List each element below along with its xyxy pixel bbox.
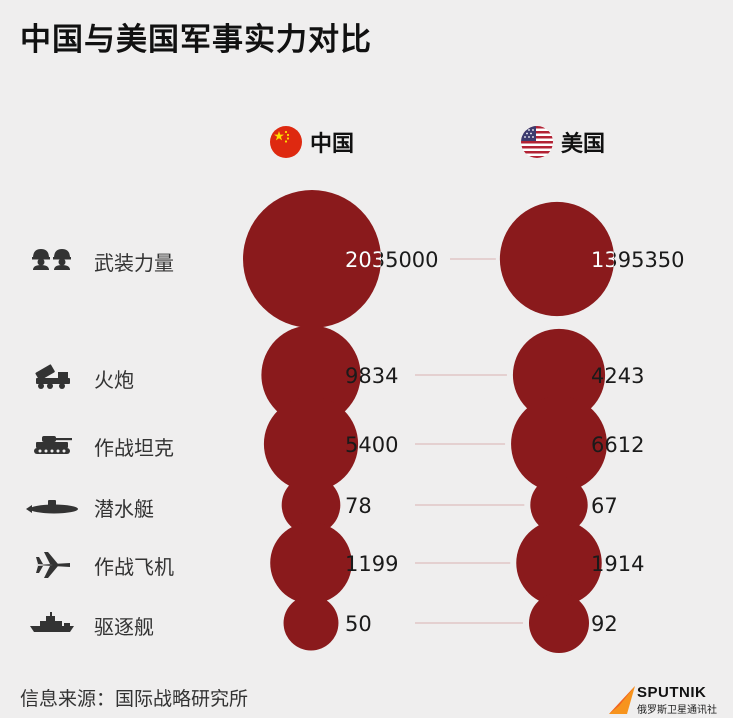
value-label: 1199 [345,552,398,576]
category-label: 火炮 [94,368,134,392]
value-label: 6612 [591,433,644,457]
value-label: 9834 [345,364,398,388]
value-label: 5400 [345,433,398,457]
bubble-china [261,325,361,425]
bubble-usa [512,328,606,422]
bubble-china [283,595,339,651]
column-header-china: 中国 [270,124,354,160]
bubble-usa [516,520,602,606]
bubble-china [243,190,381,328]
fighter-jet-icon [36,552,70,578]
value-label: 67 [591,494,618,518]
bubble-china [281,475,341,535]
chart-title: 中国与美国军事实力对比 [20,22,372,58]
category-label: 驱逐舰 [94,615,154,639]
submarine-icon [26,500,78,514]
category-label: 作战坦克 [94,436,174,460]
bubble-usa [511,396,607,492]
artillery-icon [35,364,70,389]
category-label: 潜水艇 [94,497,154,521]
soldiers-icon [32,249,71,270]
value-label-overlay: 2035000 [345,248,439,272]
category-label: 作战飞机 [94,555,174,579]
value-label: 50 [345,612,372,636]
brand-name: SPUTNIK [637,684,707,701]
value-label: 4243 [591,364,644,388]
bubble-china [270,522,352,604]
sputnik-logo: SPUTNIK 俄罗斯卫星通讯社 [607,684,727,716]
source-note: 信息来源：国际战略研究所 [20,688,249,710]
value-label: 1914 [591,552,644,576]
sputnik-logo-icon [609,686,635,714]
bubble-usa [528,592,590,654]
destroyer-icon [30,612,74,632]
column-label-usa: 美国 [561,132,606,157]
value-label: 2035000 [345,248,439,272]
brand-subtitle: 俄罗斯卫星通讯社 [637,705,717,716]
bubble-usa [499,201,615,317]
value-label: 1395350 [591,248,685,272]
value-label: 92 [591,612,618,636]
column-label-china: 中国 [310,132,355,157]
column-header-usa: 美国 [521,124,605,160]
usa-flag-icon [521,126,553,158]
value-label: 78 [345,494,372,518]
tank-icon [34,436,72,454]
bubble-usa [530,476,588,534]
china-flag-icon [270,126,302,158]
value-label-overlay: 1395350 [591,248,685,272]
bubble-china [263,396,359,492]
category-label: 武装力量 [94,251,174,275]
